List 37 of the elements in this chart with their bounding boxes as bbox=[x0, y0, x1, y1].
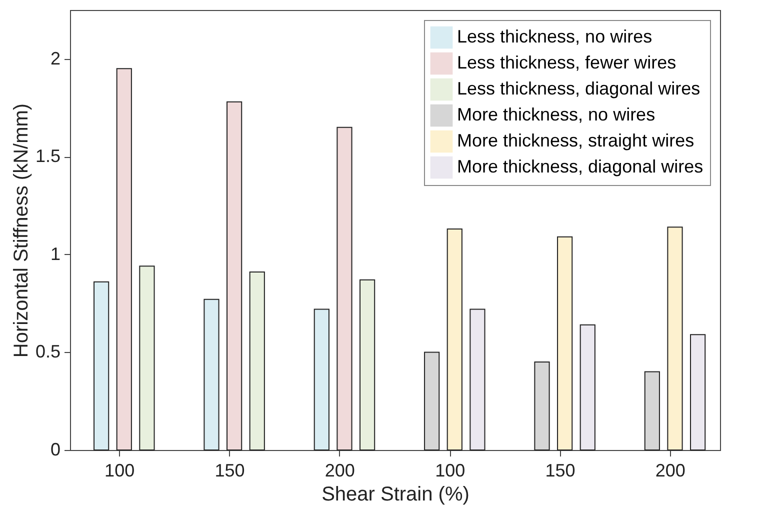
x-axis-title: Shear Strain (%) bbox=[322, 484, 470, 506]
y-tick-label: 0 bbox=[50, 440, 60, 460]
y-tick-label: 1.5 bbox=[35, 146, 60, 166]
legend-label: More thickness, diagonal wires bbox=[457, 156, 704, 176]
bar bbox=[249, 272, 265, 450]
bar bbox=[667, 226, 683, 450]
x-tick-label: 150 bbox=[545, 460, 576, 480]
y-tick-label: 1 bbox=[50, 244, 60, 264]
y-tick-label: 0.5 bbox=[35, 342, 60, 362]
y-tick-label: 2 bbox=[50, 48, 60, 68]
x-tick-label: 100 bbox=[435, 460, 466, 480]
legend-label: Less thickness, no wires bbox=[457, 26, 652, 46]
x-tick-label: 150 bbox=[214, 460, 245, 480]
x-tick-label: 200 bbox=[655, 460, 686, 480]
y-axis-title: Horizontal Stiffness (kN/mm) bbox=[10, 103, 32, 358]
bar bbox=[336, 126, 352, 450]
bar bbox=[690, 334, 706, 450]
bar bbox=[314, 308, 330, 450]
x-tick-label: 200 bbox=[324, 460, 355, 480]
bar bbox=[226, 101, 242, 450]
bar bbox=[470, 308, 486, 450]
bar bbox=[360, 279, 376, 450]
bar bbox=[94, 281, 110, 450]
legend-label: Less thickness, diagonal wires bbox=[457, 78, 700, 98]
bar bbox=[557, 236, 573, 450]
bar bbox=[446, 228, 462, 450]
bar bbox=[424, 352, 440, 450]
bar bbox=[204, 298, 220, 450]
legend-label: More thickness, no wires bbox=[457, 104, 656, 124]
legend-label: Less thickness, fewer wires bbox=[457, 52, 676, 72]
legend-label: More thickness, straight wires bbox=[457, 130, 694, 150]
x-tick-label: 100 bbox=[104, 460, 135, 480]
bar bbox=[644, 371, 660, 450]
bar bbox=[116, 68, 132, 450]
bar bbox=[534, 362, 550, 450]
bar bbox=[139, 266, 155, 450]
bar bbox=[580, 324, 596, 450]
